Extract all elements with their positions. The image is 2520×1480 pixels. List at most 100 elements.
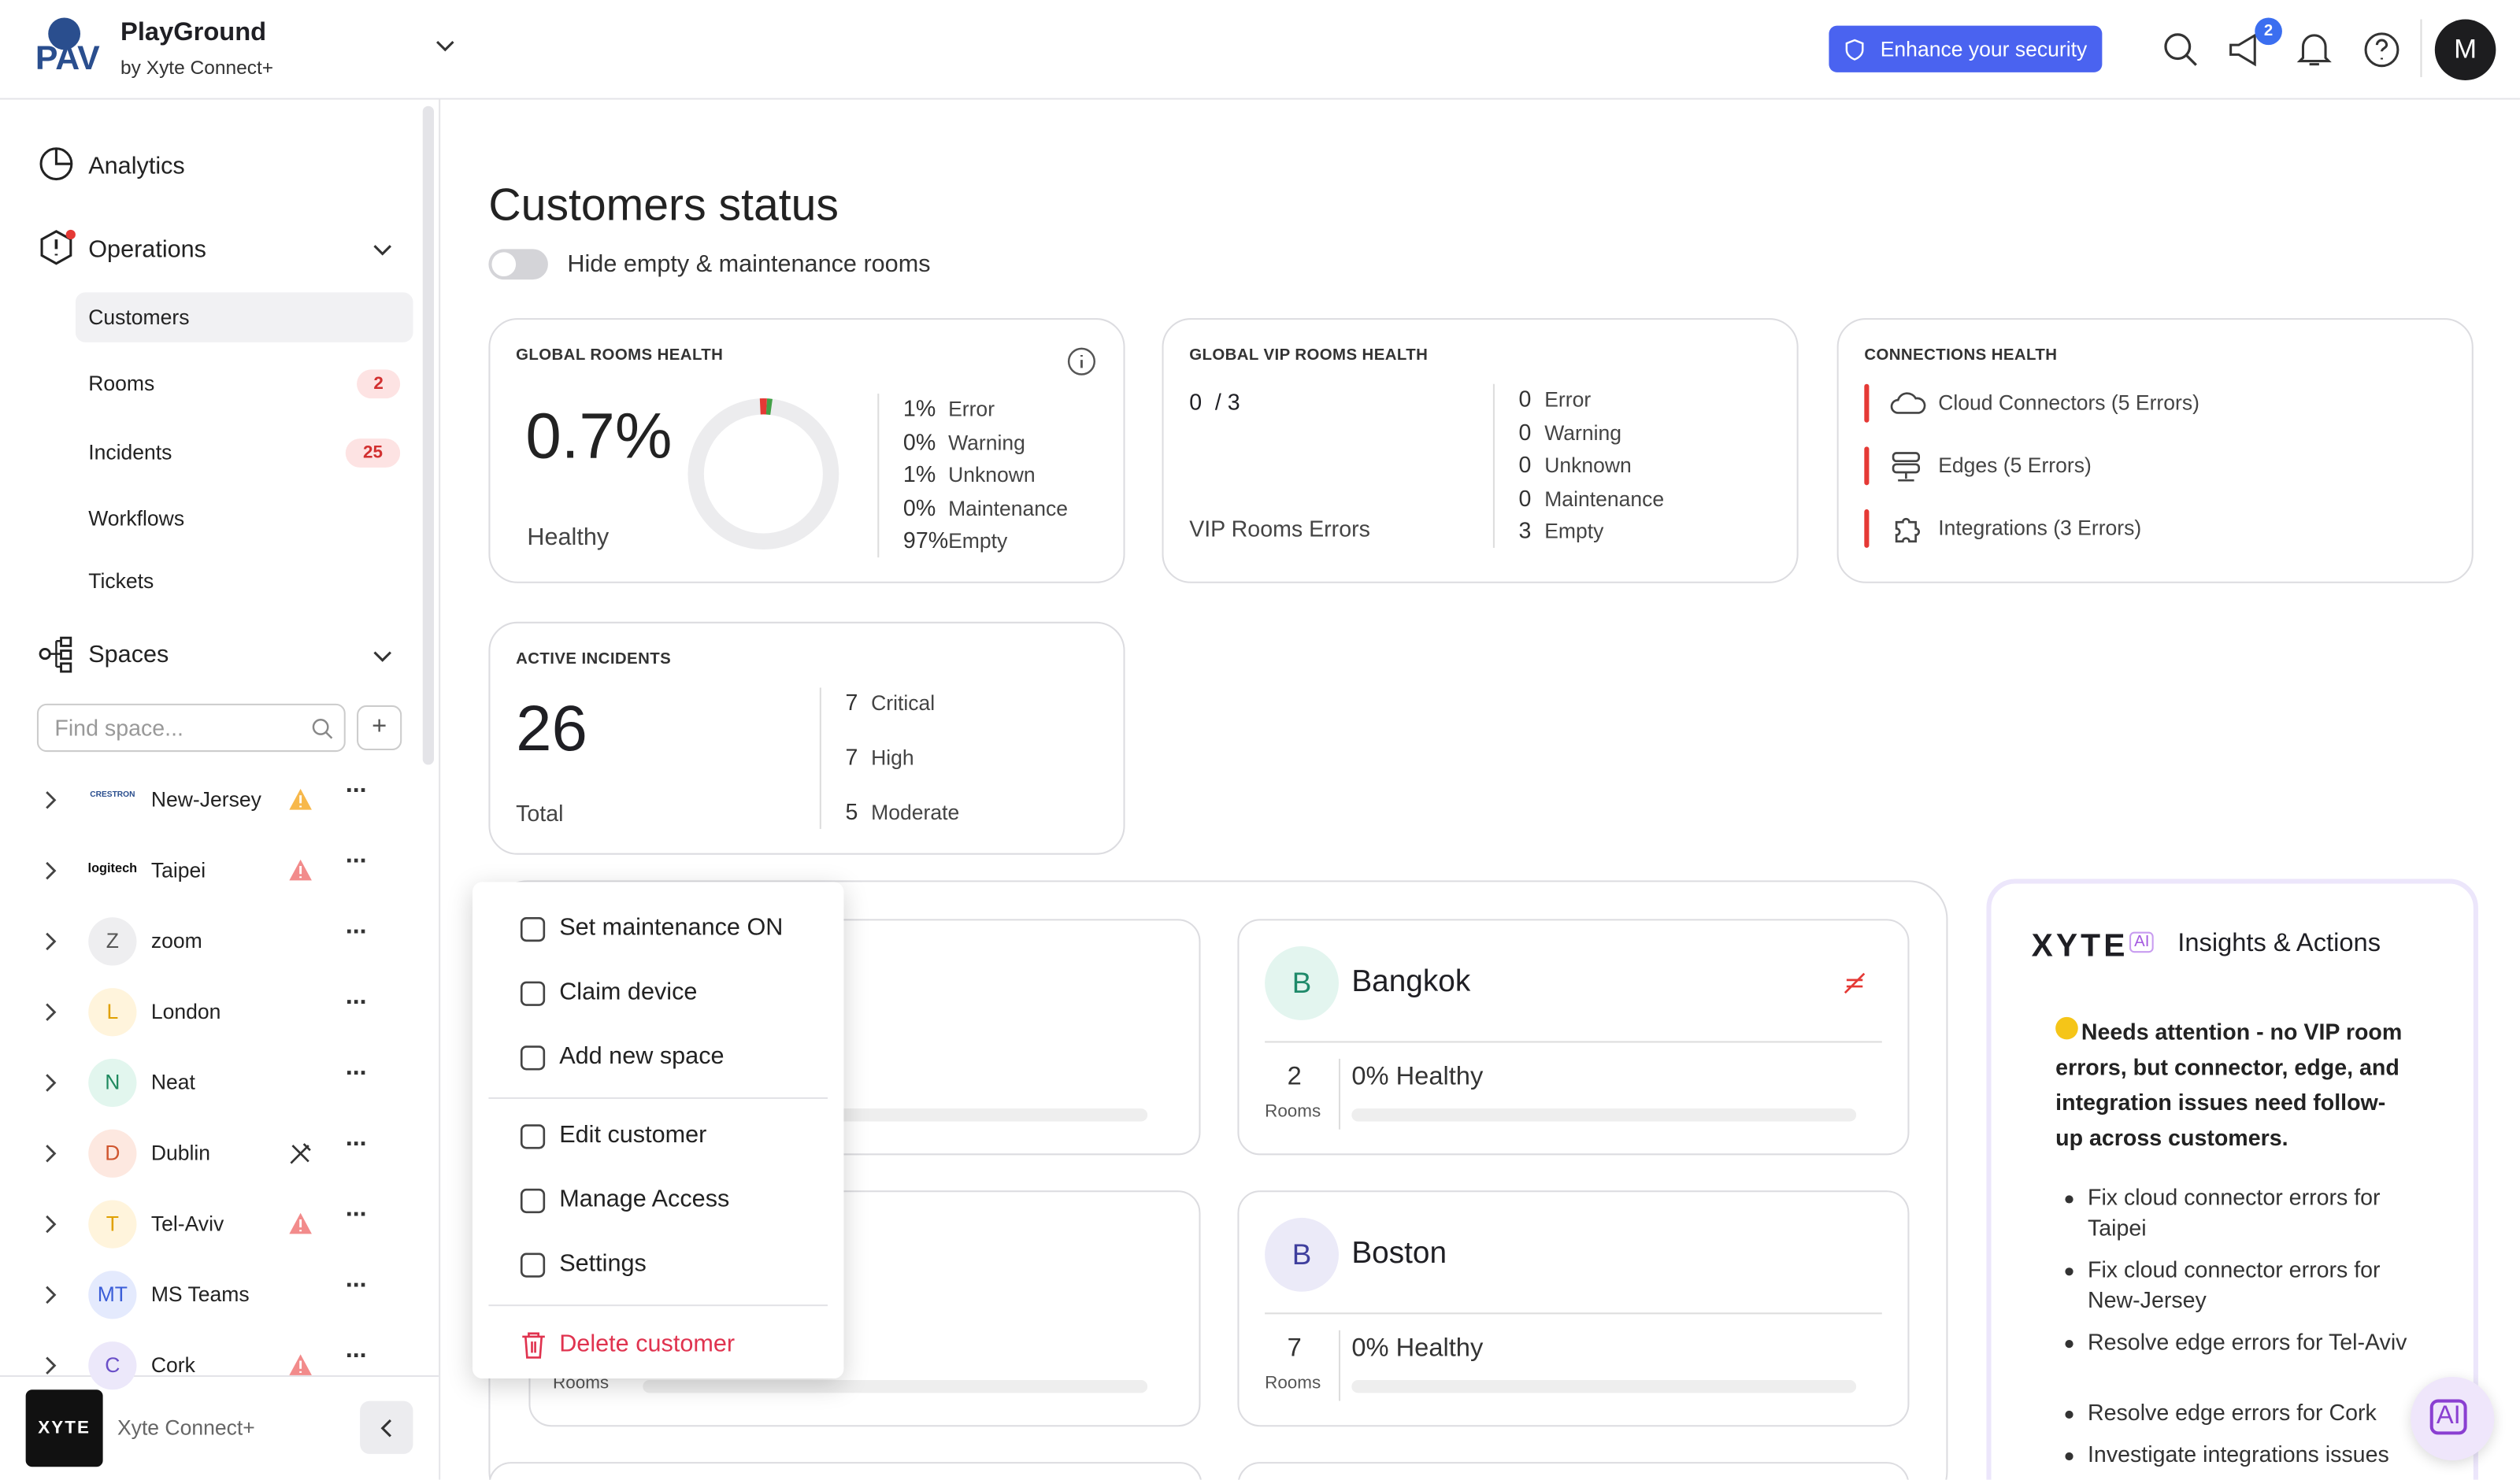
announcement-icon[interactable] — [2228, 32, 2266, 68]
action-item[interactable]: Investigate integrations issues — [2087, 1441, 2389, 1467]
bell-icon[interactable] — [2296, 31, 2332, 69]
toggle-knob — [491, 252, 517, 277]
space-name[interactable]: London — [150, 999, 221, 1023]
more-button[interactable]: ··· — [345, 1272, 369, 1301]
nav-sub-item[interactable]: Tickets — [88, 568, 154, 594]
space-avatar: C — [88, 1341, 137, 1390]
action-item[interactable]: Resolve edge errors for Cork — [2087, 1399, 2377, 1426]
more-button[interactable]: ··· — [345, 919, 369, 947]
ai-fab-label: AI — [2429, 1399, 2467, 1435]
more-button[interactable]: ··· — [345, 848, 369, 876]
insights-logo: XYTE — [2031, 928, 2129, 964]
menu-item[interactable]: Claim device — [559, 978, 698, 1006]
nav-sub-item[interactable]: Rooms — [88, 371, 155, 396]
menu-item[interactable]: Add new space — [559, 1042, 724, 1071]
action-item[interactable]: Resolve edge errors for Tel-Aviv — [2087, 1328, 2407, 1355]
info-icon[interactable] — [1067, 347, 1096, 376]
connection-item[interactable]: Edges (5 Errors) — [1938, 453, 2092, 478]
ai-fab[interactable]: AI — [2411, 1376, 2495, 1461]
expand-chevron[interactable] — [45, 1073, 57, 1092]
incidents-caption: Total — [516, 800, 564, 826]
space-name[interactable]: Dublin — [150, 1140, 211, 1165]
nav-spaces[interactable]: Spaces — [88, 641, 169, 668]
search-icon[interactable] — [2162, 31, 2200, 69]
action-item[interactable]: Fix cloud connector errors for New-Jerse… — [2087, 1256, 2381, 1313]
avatar[interactable]: M — [2434, 19, 2496, 81]
action-item[interactable]: Fix cloud connector errors for Taipei — [2087, 1184, 2381, 1241]
healthy-value: 0.7% — [525, 401, 673, 472]
space-name[interactable]: Tel-Aviv — [150, 1211, 224, 1236]
nav-sub-item[interactable]: Customers — [88, 305, 190, 330]
breakdown-label: Empty — [948, 528, 1008, 553]
space-name[interactable]: Neat — [150, 1070, 195, 1094]
card-separator — [1265, 1041, 1882, 1043]
scrollbar — [422, 105, 435, 765]
menu-item[interactable]: Edit customer — [559, 1121, 707, 1149]
alert-icon — [289, 859, 312, 881]
more-button[interactable]: ··· — [345, 1130, 369, 1159]
menu-item[interactable]: Manage Access — [559, 1186, 730, 1213]
card-title: ACTIVE INCIDENTS — [516, 650, 672, 668]
more-button[interactable]: ··· — [345, 1201, 369, 1230]
page-title: Customers status — [488, 179, 839, 230]
insights-logo-badge: AI — [2129, 931, 2155, 953]
chevron[interactable] — [372, 651, 391, 664]
space-name[interactable]: MS Teams — [150, 1282, 250, 1307]
alert-icon — [289, 1354, 312, 1375]
card-title: GLOBAL VIP ROOMS HEALTH — [1189, 346, 1429, 365]
collapse-button[interactable] — [360, 1400, 413, 1454]
more-button[interactable]: ··· — [345, 777, 369, 805]
security-button[interactable]: Enhance your security — [1829, 25, 2103, 72]
breakdown-label: Warning — [1544, 420, 1622, 445]
chevron[interactable] — [372, 244, 391, 257]
customer-card[interactable] — [1237, 1462, 1910, 1480]
expand-chevron[interactable] — [45, 1144, 57, 1163]
insights-title: Insights & Actions — [2177, 930, 2381, 958]
menu-icon — [520, 1188, 546, 1214]
expand-chevron[interactable] — [45, 790, 57, 809]
app-switcher[interactable] — [435, 40, 454, 53]
customer-card[interactable]: B Boston 7 Rooms 0% Healthy — [1237, 1190, 1910, 1427]
menu-item[interactable]: Set maintenance ON — [559, 914, 784, 942]
add-space-button[interactable]: + — [357, 705, 402, 751]
divider — [1338, 1330, 1341, 1401]
toggle[interactable] — [488, 249, 548, 280]
menu-item-delete[interactable]: Delete customer — [559, 1330, 736, 1358]
customer-card[interactable]: B Bangkok 2 Rooms 0% Healthy — [1237, 919, 1910, 1156]
menu-icon — [520, 1124, 546, 1149]
space-name[interactable]: zoom — [150, 928, 202, 953]
space-search[interactable]: Find space... — [36, 703, 346, 753]
customer-card[interactable] — [488, 1462, 1203, 1480]
space-name[interactable]: Taipei — [150, 857, 206, 882]
space-name[interactable]: New-Jersey — [150, 786, 261, 812]
more-button[interactable]: ··· — [345, 990, 369, 1017]
nav-operations[interactable]: Operations — [88, 235, 206, 264]
expand-chevron[interactable] — [45, 861, 57, 880]
breakdown-label: Critical — [871, 690, 936, 716]
context-menu: Delete customer Set maintenance ON Claim … — [472, 882, 844, 1379]
vip-value: 0 — [1189, 388, 1203, 415]
space-name[interactable]: Cork — [150, 1352, 195, 1377]
connection-item[interactable]: Integrations (3 Errors) — [1938, 516, 2142, 540]
expand-chevron[interactable] — [45, 1215, 57, 1234]
nav-sub-item[interactable]: Incidents — [88, 440, 172, 464]
more-button[interactable]: ··· — [345, 1060, 369, 1088]
connection-icon — [1890, 392, 1926, 414]
incidents-value: 26 — [516, 694, 587, 765]
menu-icon — [520, 1252, 546, 1278]
bullet — [2065, 1195, 2073, 1204]
rooms-count: 2 — [1287, 1064, 1302, 1091]
connection-item[interactable]: Cloud Connectors (5 Errors) — [1938, 390, 2199, 415]
nav-sub-item[interactable]: Workflows — [88, 505, 185, 531]
expand-chevron[interactable] — [45, 1286, 57, 1304]
help-icon[interactable] — [2362, 31, 2401, 69]
nav-analytics[interactable]: Analytics — [88, 152, 185, 180]
expand-chevron[interactable] — [45, 932, 57, 951]
more-button[interactable]: ··· — [345, 1343, 369, 1371]
toggle-label: Hide empty & maintenance rooms — [567, 250, 931, 279]
menu-item[interactable]: Settings — [559, 1249, 647, 1278]
divider — [877, 393, 880, 558]
expand-chevron[interactable] — [45, 1356, 57, 1375]
expand-chevron[interactable] — [45, 1002, 57, 1021]
